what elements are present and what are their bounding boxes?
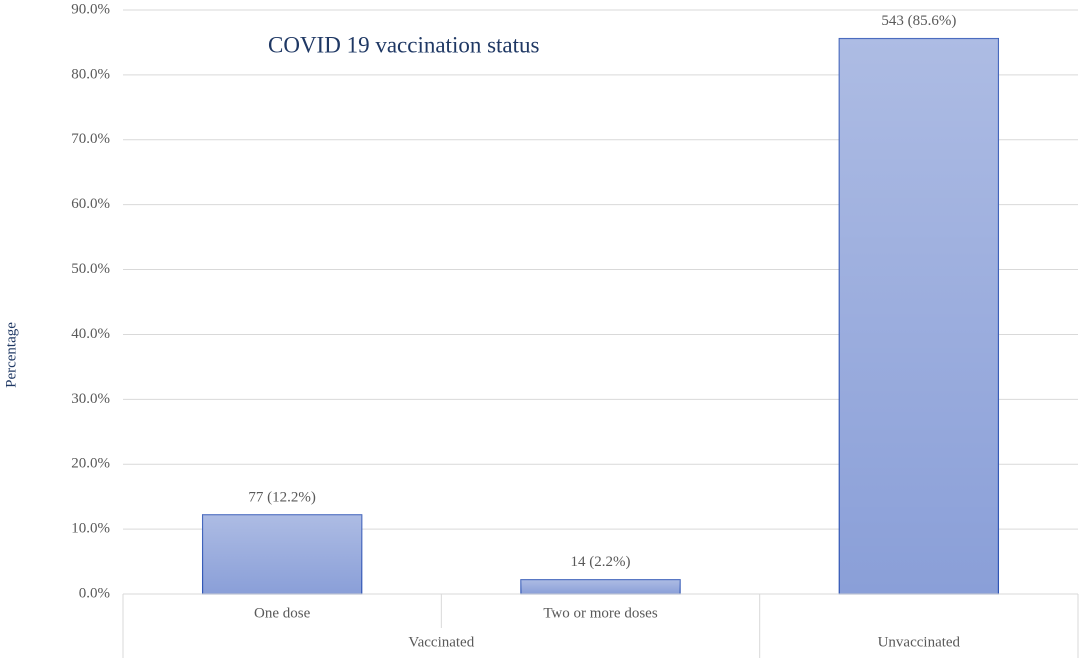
chart-title: COVID 19 vaccination status <box>268 32 540 57</box>
data-label: 77 (12.2%) <box>248 489 316 505</box>
x-tick-label: One dose <box>254 605 311 621</box>
y-tick-label: 30.0% <box>71 391 110 407</box>
group-label: Vaccinated <box>408 634 474 650</box>
y-tick-label: 20.0% <box>71 456 110 472</box>
bar <box>838 37 1000 595</box>
y-tick-label: 10.0% <box>71 521 110 537</box>
group-label: Unvaccinated <box>878 634 961 650</box>
bar <box>520 579 681 595</box>
data-label: 543 (85.6%) <box>881 13 956 29</box>
y-tick-label: 50.0% <box>71 261 110 277</box>
y-tick-label: 70.0% <box>71 131 110 147</box>
x-tick-label: Two or more doses <box>543 605 658 621</box>
bar <box>201 514 363 595</box>
y-tick-label: 80.0% <box>71 66 110 82</box>
data-label: 14 (2.2%) <box>571 554 631 570</box>
y-tick-label: 0.0% <box>79 585 110 601</box>
y-tick-label: 40.0% <box>71 326 110 342</box>
y-tick-label: 90.0% <box>71 1 110 17</box>
y-axis-label: Percentage <box>3 322 19 388</box>
y-tick-label: 60.0% <box>71 196 110 212</box>
